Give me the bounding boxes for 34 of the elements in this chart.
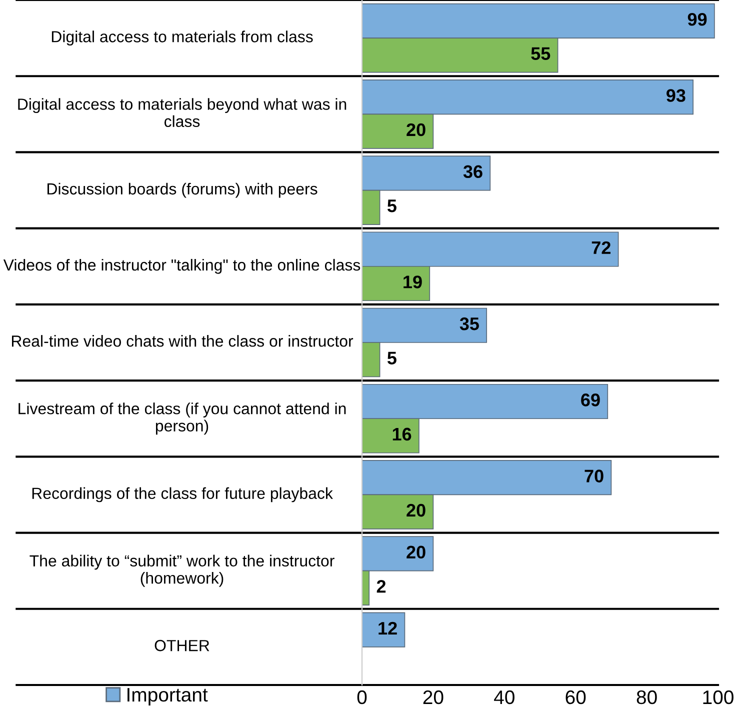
data-label: 93 (666, 89, 686, 102)
data-label: 5 (387, 200, 396, 212)
x-tick-label: 20 (423, 690, 444, 704)
y-tick-label: Digital access to materials from class (52, 30, 313, 46)
data-label: 16 (392, 428, 412, 441)
data-label: 36 (463, 165, 482, 178)
y-tick-label: Videos of the instructor "talking" to the online class (3, 258, 360, 274)
y-tick-label: Recordings of the class for future playback (32, 487, 333, 502)
data-label: 19 (404, 276, 422, 288)
y-tick-label: The ability to “submit” work to the instructor (homework) (30, 554, 334, 587)
x-tick-label: 100 (703, 690, 734, 704)
data-label: 20 (406, 123, 426, 136)
x-tick-label: 0 (357, 690, 367, 704)
data-label: 12 (378, 622, 397, 634)
x-tick-label: 40 (494, 690, 514, 704)
y-tick-label: Discussion boards (forums) with peers (48, 182, 318, 198)
data-label: 20 (406, 504, 426, 517)
legend-label: Important (128, 688, 208, 706)
data-label: 35 (460, 317, 479, 330)
x-tick-label: 80 (636, 690, 657, 704)
y-tick-label: Livestream of the class (if you cannot attend in person) (18, 402, 346, 435)
data-label: 2 (376, 580, 386, 593)
x-tick-label: 60 (566, 690, 586, 704)
data-label: 72 (592, 241, 610, 254)
data-label: 99 (688, 12, 707, 26)
data-label: 69 (581, 394, 600, 406)
bar (362, 612, 406, 648)
y-tick-label: Real-time video chats with the class or instructor (12, 335, 354, 347)
y-tick-label: Digital access to materials beyond what was in class (18, 98, 346, 128)
y-tick-label: OTHER (154, 640, 210, 652)
data-label: 55 (531, 47, 550, 60)
data-label: 20 (406, 546, 426, 559)
data-label: 5 (387, 352, 396, 364)
data-label: 70 (584, 470, 604, 482)
